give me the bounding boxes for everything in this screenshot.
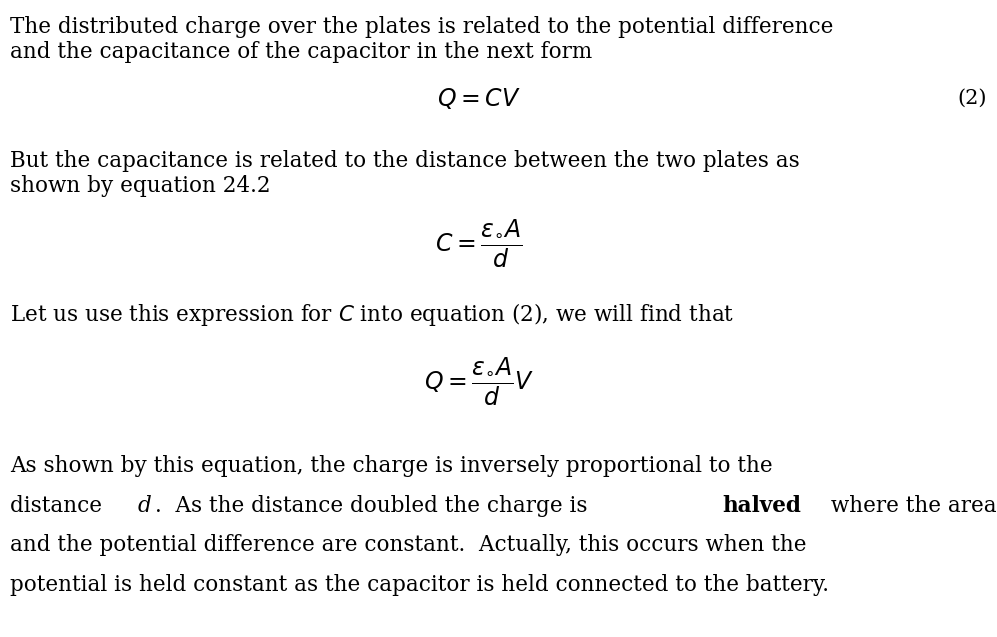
Text: d: d <box>138 495 152 517</box>
Text: where the area: where the area <box>824 495 997 517</box>
Text: Let us use this expression for $C$ into equation (2), we will find that: Let us use this expression for $C$ into … <box>10 301 734 327</box>
Text: .  As the distance doubled the charge is: . As the distance doubled the charge is <box>156 495 594 517</box>
Text: $C = \dfrac{\epsilon_{\circ} A}{d}$: $C = \dfrac{\epsilon_{\circ} A}{d}$ <box>435 217 522 269</box>
Text: $Q = \dfrac{\epsilon_{\circ} A}{d} V$: $Q = \dfrac{\epsilon_{\circ} A}{d} V$ <box>424 356 533 408</box>
Text: potential is held constant as the capacitor is held connected to the battery.: potential is held constant as the capaci… <box>10 574 829 596</box>
Text: distance: distance <box>10 495 109 517</box>
Text: But the capacitance is related to the distance between the two plates as
shown b: But the capacitance is related to the di… <box>10 150 800 197</box>
Text: and the potential difference are constant.  Actually, this occurs when the: and the potential difference are constan… <box>10 534 807 557</box>
Text: halved: halved <box>722 495 802 517</box>
Text: The distributed charge over the plates is related to the potential difference
an: The distributed charge over the plates i… <box>10 16 833 63</box>
Text: $Q = CV$: $Q = CV$ <box>437 86 520 111</box>
Text: As shown by this equation, the charge is inversely proportional to the: As shown by this equation, the charge is… <box>10 455 773 478</box>
Text: (2): (2) <box>957 89 987 108</box>
